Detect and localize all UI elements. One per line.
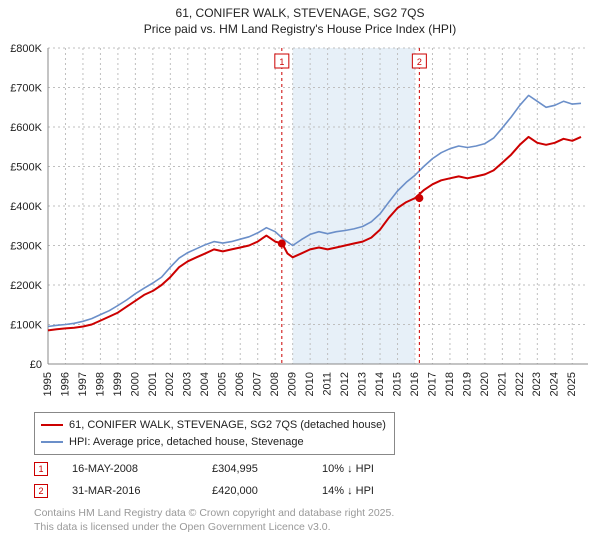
svg-text:£500K: £500K: [10, 162, 42, 174]
svg-text:2010: 2010: [304, 372, 316, 396]
svg-text:1999: 1999: [112, 372, 124, 396]
legend-item: HPI: Average price, detached house, Stev…: [41, 434, 386, 451]
svg-text:£300K: £300K: [10, 241, 42, 253]
footer-line: Contains HM Land Registry data © Crown c…: [34, 506, 394, 520]
legend-swatch: [41, 424, 63, 426]
svg-text:£400K: £400K: [10, 201, 42, 213]
title-block: 61, CONIFER WALK, STEVENAGE, SG2 7QS Pri…: [0, 0, 600, 37]
svg-text:2003: 2003: [182, 372, 194, 396]
svg-text:£600K: £600K: [10, 122, 42, 134]
svg-text:2014: 2014: [374, 372, 386, 396]
title-address: 61, CONIFER WALK, STEVENAGE, SG2 7QS: [0, 6, 600, 22]
svg-text:2004: 2004: [199, 372, 211, 396]
svg-text:2022: 2022: [514, 372, 526, 396]
svg-text:2009: 2009: [287, 372, 299, 396]
chart-container: 61, CONIFER WALK, STEVENAGE, SG2 7QS Pri…: [0, 0, 600, 560]
svg-text:2007: 2007: [252, 372, 264, 396]
legend: 61, CONIFER WALK, STEVENAGE, SG2 7QS (de…: [34, 412, 395, 455]
legend-label: 61, CONIFER WALK, STEVENAGE, SG2 7QS (de…: [69, 417, 386, 434]
svg-text:2018: 2018: [444, 372, 456, 396]
svg-text:£200K: £200K: [10, 280, 42, 292]
svg-text:1995: 1995: [42, 372, 54, 396]
svg-text:2008: 2008: [269, 372, 281, 396]
svg-text:2016: 2016: [409, 372, 421, 396]
svg-text:1996: 1996: [59, 372, 71, 396]
sale-marker-icon: 1: [34, 462, 48, 476]
svg-text:2015: 2015: [391, 372, 403, 396]
svg-text:1997: 1997: [77, 372, 89, 396]
sale-price: £420,000: [212, 485, 322, 497]
svg-text:£100K: £100K: [10, 320, 42, 332]
chart-svg: £0 £100K £200K £300K £400K £500K £600K £700K £80…: [8, 44, 592, 404]
svg-text:2013: 2013: [356, 372, 368, 396]
svg-text:2002: 2002: [164, 372, 176, 396]
svg-text:2021: 2021: [496, 372, 508, 396]
svg-text:1998: 1998: [94, 372, 106, 396]
svg-text:2020: 2020: [479, 372, 491, 396]
svg-text:2025: 2025: [566, 372, 578, 396]
sale-price: £304,995: [212, 463, 322, 475]
svg-text:2019: 2019: [461, 372, 473, 396]
svg-text:2012: 2012: [339, 372, 351, 396]
svg-text:2001: 2001: [147, 372, 159, 396]
svg-text:2011: 2011: [322, 372, 334, 396]
svg-text:£0: £0: [30, 359, 42, 371]
svg-text:£700K: £700K: [10, 83, 42, 95]
sale-date: 31-MAR-2016: [72, 485, 212, 497]
sale-row: 2 31-MAR-2016 £420,000 14% ↓ HPI: [34, 480, 432, 502]
footer: Contains HM Land Registry data © Crown c…: [34, 506, 394, 534]
chart-area: £0 £100K £200K £300K £400K £500K £600K £700K £80…: [8, 44, 592, 404]
sale-marker-icon: 2: [34, 484, 48, 498]
svg-text:2005: 2005: [217, 372, 229, 396]
svg-text:£800K: £800K: [10, 44, 42, 55]
svg-text:2: 2: [417, 57, 422, 67]
sale-date: 16-MAY-2008: [72, 463, 212, 475]
svg-text:2006: 2006: [234, 372, 246, 396]
sales-table: 1 16-MAY-2008 £304,995 10% ↓ HPI 2 31-MA…: [34, 458, 432, 502]
footer-line: This data is licensed under the Open Gov…: [34, 520, 394, 534]
svg-text:2024: 2024: [549, 372, 561, 396]
title-subtitle: Price paid vs. HM Land Registry's House …: [0, 22, 600, 38]
legend-label: HPI: Average price, detached house, Stev…: [69, 434, 304, 451]
svg-text:2017: 2017: [426, 372, 438, 396]
sale-row: 1 16-MAY-2008 £304,995 10% ↓ HPI: [34, 458, 432, 480]
legend-swatch: [41, 441, 63, 443]
svg-text:2000: 2000: [129, 372, 141, 396]
sale-diff: 14% ↓ HPI: [322, 485, 432, 497]
legend-item: 61, CONIFER WALK, STEVENAGE, SG2 7QS (de…: [41, 417, 386, 434]
svg-text:1: 1: [279, 57, 284, 67]
svg-text:2023: 2023: [531, 372, 543, 396]
sale-diff: 10% ↓ HPI: [322, 463, 432, 475]
